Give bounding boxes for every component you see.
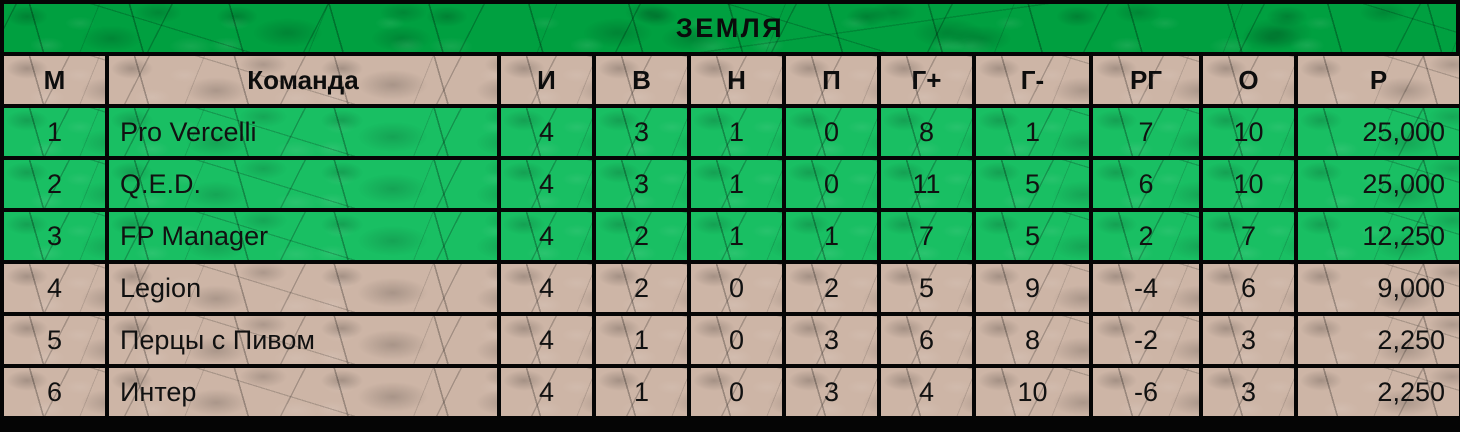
column-header-lost[interactable]: П bbox=[786, 56, 877, 104]
cell-drawn: 0 bbox=[691, 316, 782, 364]
cell-lost: 1 bbox=[786, 212, 877, 260]
cell-points: 3 bbox=[1203, 316, 1294, 364]
cell-lost: 3 bbox=[786, 368, 877, 416]
cell-drawn: 1 bbox=[691, 108, 782, 156]
column-header-goals-against[interactable]: Г- bbox=[976, 56, 1089, 104]
cell-rating: 25,000 bbox=[1298, 108, 1459, 156]
cell-goal-diff: -4 bbox=[1093, 264, 1199, 312]
cell-goals-for: 6 bbox=[881, 316, 972, 364]
cell-goals-against: 10 bbox=[976, 368, 1089, 416]
column-header-goals-for[interactable]: Г+ bbox=[881, 56, 972, 104]
column-header-won[interactable]: В bbox=[596, 56, 687, 104]
cell-points: 6 bbox=[1203, 264, 1294, 312]
column-header-position[interactable]: М bbox=[4, 56, 105, 104]
cell-goals-against: 5 bbox=[976, 212, 1089, 260]
cell-points: 3 bbox=[1203, 368, 1294, 416]
cell-points: 10 bbox=[1203, 108, 1294, 156]
column-header-goal-diff[interactable]: РГ bbox=[1093, 56, 1199, 104]
cell-rating: 2,250 bbox=[1298, 316, 1459, 364]
cell-position: 4 bbox=[4, 264, 105, 312]
cell-goal-diff: 2 bbox=[1093, 212, 1199, 260]
cell-goal-diff: 6 bbox=[1093, 160, 1199, 208]
cell-played: 4 bbox=[501, 264, 592, 312]
cell-lost: 2 bbox=[786, 264, 877, 312]
column-header-drawn[interactable]: Н bbox=[691, 56, 782, 104]
column-header-rating[interactable]: Р bbox=[1298, 56, 1459, 104]
cell-rating: 12,250 bbox=[1298, 212, 1459, 260]
cell-played: 4 bbox=[501, 212, 592, 260]
table-row[interactable]: 1 Pro Vercelli 4 3 1 0 8 1 7 10 25,000 bbox=[4, 108, 1459, 156]
cell-rating: 9,000 bbox=[1298, 264, 1459, 312]
cell-drawn: 0 bbox=[691, 264, 782, 312]
league-title: ЗЕМЛЯ bbox=[675, 12, 785, 43]
table-row[interactable]: 2 Q.E.D. 4 3 1 0 11 5 6 10 25,000 bbox=[4, 160, 1459, 208]
cell-position: 3 bbox=[4, 212, 105, 260]
cell-played: 4 bbox=[501, 368, 592, 416]
cell-goals-for: 7 bbox=[881, 212, 972, 260]
cell-position: 6 bbox=[4, 368, 105, 416]
table-row[interactable]: 3 FP Manager 4 2 1 1 7 5 2 7 12,250 bbox=[4, 212, 1459, 260]
cell-won: 1 bbox=[596, 368, 687, 416]
cell-lost: 0 bbox=[786, 108, 877, 156]
standings-grid: М Команда И В Н П Г+ Г- РГ О Р 1 Pro Ver… bbox=[0, 56, 1460, 432]
cell-goals-against: 8 bbox=[976, 316, 1089, 364]
table-row[interactable]: 6 Интер 4 1 0 3 4 10 -6 3 2,250 bbox=[4, 368, 1459, 416]
cell-goals-for: 8 bbox=[881, 108, 972, 156]
cell-played: 4 bbox=[501, 108, 592, 156]
column-header-points[interactable]: О bbox=[1203, 56, 1294, 104]
table-header-row: М Команда И В Н П Г+ Г- РГ О Р bbox=[4, 56, 1459, 104]
cell-won: 2 bbox=[596, 264, 687, 312]
table-row[interactable]: 5 Перцы с Пивом 4 1 0 3 6 8 -2 3 2,250 bbox=[4, 316, 1459, 364]
column-header-team[interactable]: Команда bbox=[109, 56, 497, 104]
cell-team-name: Legion bbox=[109, 264, 497, 312]
cell-goals-against: 1 bbox=[976, 108, 1089, 156]
cell-goals-for: 5 bbox=[881, 264, 972, 312]
cell-goals-against: 5 bbox=[976, 160, 1089, 208]
cell-goal-diff: -2 bbox=[1093, 316, 1199, 364]
cell-drawn: 0 bbox=[691, 368, 782, 416]
cell-drawn: 1 bbox=[691, 212, 782, 260]
cell-won: 1 bbox=[596, 316, 687, 364]
cell-points: 7 bbox=[1203, 212, 1294, 260]
cell-won: 3 bbox=[596, 108, 687, 156]
cell-lost: 3 bbox=[786, 316, 877, 364]
cell-drawn: 1 bbox=[691, 160, 782, 208]
cell-goal-diff: 7 bbox=[1093, 108, 1199, 156]
cell-rating: 2,250 bbox=[1298, 368, 1459, 416]
cell-goals-for: 11 bbox=[881, 160, 972, 208]
column-header-played[interactable]: И bbox=[501, 56, 592, 104]
cell-goals-for: 4 bbox=[881, 368, 972, 416]
cell-team-name: Перцы с Пивом bbox=[109, 316, 497, 364]
cell-team-name: Q.E.D. bbox=[109, 160, 497, 208]
cell-points: 10 bbox=[1203, 160, 1294, 208]
cell-team-name: FP Manager bbox=[109, 212, 497, 260]
cell-rating: 25,000 bbox=[1298, 160, 1459, 208]
cell-goals-against: 9 bbox=[976, 264, 1089, 312]
cell-position: 1 bbox=[4, 108, 105, 156]
cell-position: 5 bbox=[4, 316, 105, 364]
cell-played: 4 bbox=[501, 316, 592, 364]
cell-won: 3 bbox=[596, 160, 687, 208]
table-body: 1 Pro Vercelli 4 3 1 0 8 1 7 10 25,000 2… bbox=[4, 108, 1459, 416]
league-title-banner: ЗЕМЛЯ bbox=[4, 4, 1456, 52]
table-row[interactable]: 4 Legion 4 2 0 2 5 9 -4 6 9,000 bbox=[4, 264, 1459, 312]
cell-lost: 0 bbox=[786, 160, 877, 208]
cell-won: 2 bbox=[596, 212, 687, 260]
cell-goal-diff: -6 bbox=[1093, 368, 1199, 416]
cell-team-name: Интер bbox=[109, 368, 497, 416]
cell-team-name: Pro Vercelli bbox=[109, 108, 497, 156]
cell-played: 4 bbox=[501, 160, 592, 208]
cell-position: 2 bbox=[4, 160, 105, 208]
